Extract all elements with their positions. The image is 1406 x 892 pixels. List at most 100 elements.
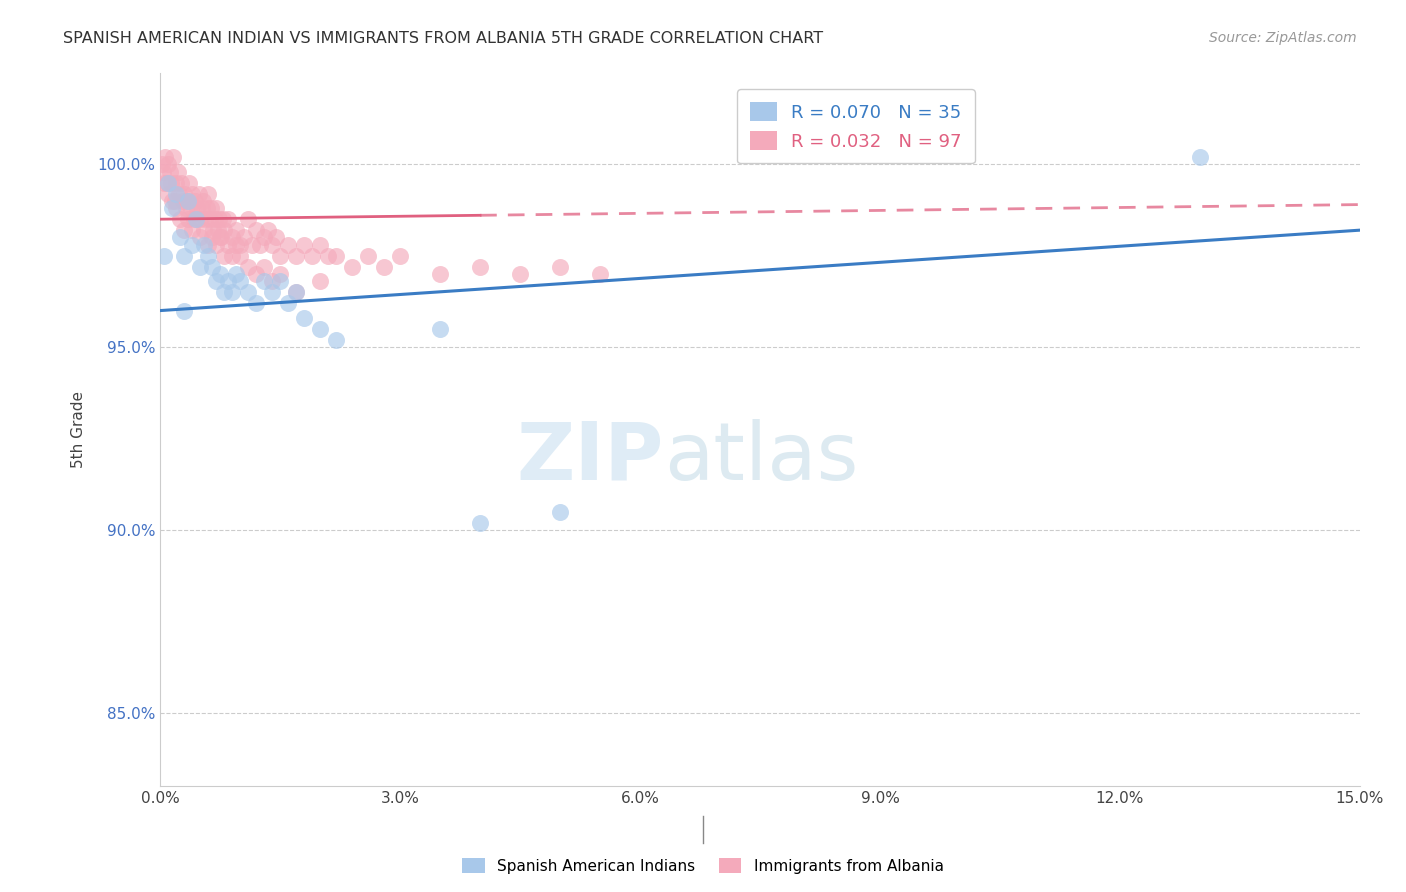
Point bbox=[429, 322, 451, 336]
Point bbox=[173, 303, 195, 318]
Point bbox=[217, 274, 239, 288]
Point bbox=[468, 260, 491, 274]
Point bbox=[212, 223, 235, 237]
Point bbox=[201, 223, 224, 237]
Point bbox=[194, 212, 217, 227]
Point bbox=[165, 186, 187, 201]
Point bbox=[197, 186, 219, 201]
Point bbox=[509, 267, 531, 281]
Legend: Spanish American Indians, Immigrants from Albania: Spanish American Indians, Immigrants fro… bbox=[456, 852, 950, 880]
Point bbox=[211, 212, 233, 227]
Point bbox=[177, 194, 200, 208]
Point bbox=[309, 274, 332, 288]
Legend: R = 0.070   N = 35, R = 0.032   N = 97: R = 0.070 N = 35, R = 0.032 N = 97 bbox=[737, 89, 974, 163]
Point bbox=[262, 285, 284, 300]
Point bbox=[197, 249, 219, 263]
Point bbox=[277, 296, 299, 310]
Point bbox=[245, 223, 267, 237]
Point bbox=[589, 267, 612, 281]
Point bbox=[212, 249, 235, 263]
Point bbox=[269, 267, 291, 281]
Point bbox=[209, 230, 232, 244]
Point bbox=[253, 274, 276, 288]
Point bbox=[325, 249, 347, 263]
Point bbox=[253, 260, 276, 274]
Point bbox=[257, 223, 280, 237]
Point bbox=[150, 157, 173, 171]
Point bbox=[325, 333, 347, 347]
Point bbox=[163, 194, 186, 208]
Point bbox=[209, 267, 232, 281]
Point bbox=[193, 237, 215, 252]
Point bbox=[205, 237, 228, 252]
Point bbox=[160, 194, 183, 208]
Point bbox=[269, 274, 291, 288]
Point bbox=[169, 212, 191, 227]
Point bbox=[169, 186, 191, 201]
Point bbox=[166, 164, 188, 178]
Point bbox=[238, 260, 260, 274]
Point bbox=[152, 164, 174, 178]
Point bbox=[316, 249, 339, 263]
Text: Source: ZipAtlas.com: Source: ZipAtlas.com bbox=[1209, 31, 1357, 45]
Point bbox=[157, 176, 180, 190]
Point bbox=[177, 212, 200, 227]
Point bbox=[249, 237, 271, 252]
Point bbox=[221, 230, 243, 244]
Point bbox=[176, 194, 198, 208]
Point bbox=[186, 212, 208, 227]
Point bbox=[181, 237, 204, 252]
Point bbox=[174, 201, 197, 215]
Point bbox=[264, 230, 287, 244]
Point bbox=[373, 260, 395, 274]
Point bbox=[186, 212, 208, 227]
Point bbox=[207, 223, 229, 237]
Point bbox=[184, 194, 207, 208]
Point bbox=[205, 201, 228, 215]
Point bbox=[229, 274, 252, 288]
Point bbox=[225, 223, 247, 237]
Point bbox=[238, 212, 260, 227]
Point bbox=[309, 322, 332, 336]
Text: atlas: atlas bbox=[664, 419, 859, 497]
Point bbox=[198, 212, 221, 227]
Point bbox=[225, 267, 247, 281]
Point bbox=[301, 249, 323, 263]
Point bbox=[162, 150, 184, 164]
Point bbox=[173, 223, 195, 237]
Point bbox=[188, 212, 211, 227]
Text: ZIP: ZIP bbox=[517, 419, 664, 497]
Point bbox=[269, 249, 291, 263]
Point bbox=[229, 249, 252, 263]
Point bbox=[160, 176, 183, 190]
Point bbox=[212, 285, 235, 300]
Point bbox=[170, 176, 193, 190]
Point bbox=[165, 176, 187, 190]
Point bbox=[208, 212, 231, 227]
Point bbox=[165, 201, 187, 215]
Point bbox=[357, 249, 380, 263]
Point bbox=[277, 237, 299, 252]
Point bbox=[200, 201, 222, 215]
Point bbox=[548, 505, 571, 519]
Text: SPANISH AMERICAN INDIAN VS IMMIGRANTS FROM ALBANIA 5TH GRADE CORRELATION CHART: SPANISH AMERICAN INDIAN VS IMMIGRANTS FR… bbox=[63, 31, 824, 46]
Point bbox=[181, 223, 204, 237]
Point bbox=[389, 249, 412, 263]
Point bbox=[201, 260, 224, 274]
Point bbox=[205, 274, 228, 288]
Point bbox=[157, 186, 180, 201]
Point bbox=[159, 164, 181, 178]
Point bbox=[183, 212, 205, 227]
Point bbox=[229, 237, 252, 252]
Point bbox=[292, 237, 315, 252]
Point bbox=[187, 186, 209, 201]
Point bbox=[195, 201, 218, 215]
Point bbox=[173, 249, 195, 263]
Point bbox=[181, 186, 204, 201]
Point bbox=[153, 150, 176, 164]
Point bbox=[188, 260, 211, 274]
Point bbox=[204, 212, 226, 227]
Point bbox=[309, 237, 332, 252]
Point bbox=[160, 201, 183, 215]
Point bbox=[177, 176, 200, 190]
